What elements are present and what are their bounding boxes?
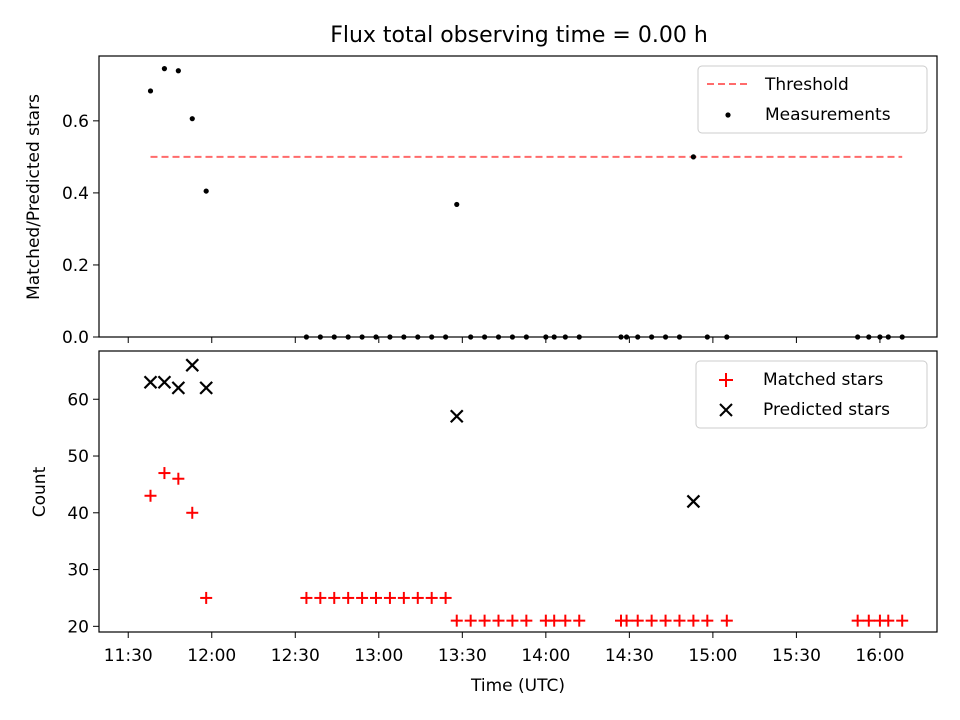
matched-stars-point <box>882 614 895 627</box>
matched-stars-point <box>506 614 519 627</box>
predicted-stars-point <box>157 375 172 390</box>
bottom-panel-marks <box>143 358 909 627</box>
matched-stars-point <box>342 591 355 604</box>
top-legend-box <box>697 65 928 134</box>
matched-stars-point <box>172 472 185 485</box>
matched-stars-point <box>645 614 658 627</box>
top-panel: 0.0 0.2 0.4 0.6 Matched/Predicted stars Thr… <box>24 55 938 348</box>
bottom-panel-axes: 20 30 40 50 60 11:30 12:00 12:30 13:00 13:30 14:00… <box>67 390 904 666</box>
threshold-legend-label: Threshold <box>764 75 849 95</box>
top-plot-frame <box>98 55 938 338</box>
y-tick-label: 60 <box>67 390 89 410</box>
matched-stars-point <box>687 614 700 627</box>
matched-stars-point <box>862 614 875 627</box>
matched-stars-point <box>186 506 199 519</box>
measurement-point <box>203 188 209 194</box>
matched-stars-point <box>411 591 424 604</box>
y-tick-label: 0.0 <box>62 328 89 348</box>
matched-stars-point <box>464 614 477 627</box>
bottom-legend: Matched stars Predicted stars <box>695 360 928 429</box>
bottom-y-axis-label: Count <box>30 466 50 517</box>
matched-stars-point <box>620 614 633 627</box>
measurement-point <box>175 68 181 74</box>
chart-title: Flux total observing time = 0.00 h <box>330 23 708 48</box>
matched-stars-point <box>144 489 157 502</box>
x-tick-label: 12:30 <box>271 646 320 666</box>
bottom-plot-frame <box>98 350 938 633</box>
top-y-axis-label: Matched/Predicted stars <box>24 94 44 300</box>
matched-stars-point <box>673 614 686 627</box>
matched-stars-point <box>573 614 586 627</box>
matched-stars-point <box>370 591 383 604</box>
measurements-legend-swatch <box>725 112 731 118</box>
predicted-stars-point <box>143 375 158 390</box>
matched-stars-legend-label: Matched stars <box>763 370 883 390</box>
x-tick-label: 14:30 <box>605 646 654 666</box>
y-tick-label: 40 <box>67 504 89 524</box>
matched-stars-point <box>328 591 341 604</box>
matched-stars-point <box>720 614 733 627</box>
matched-stars-point <box>314 591 327 604</box>
x-tick-label: 12:00 <box>187 646 236 666</box>
x-axis-label: Time (UTC) <box>470 676 565 696</box>
matched-stars-point <box>200 591 213 604</box>
predicted-stars-point <box>449 409 464 424</box>
x-tick-label: 13:30 <box>438 646 487 666</box>
measurements-legend-label: Measurements <box>765 105 891 125</box>
measurement-point <box>147 88 154 94</box>
matched-stars-point <box>548 614 561 627</box>
predicted-stars-legend-swatch <box>719 403 733 417</box>
matched-stars-point <box>631 614 644 627</box>
y-tick-label: 30 <box>67 561 89 581</box>
y-tick-label: 0.2 <box>62 256 89 276</box>
matched-stars-point <box>701 614 714 627</box>
top-panel-axes: 0.0 0.2 0.4 0.6 <box>62 112 881 348</box>
matched-stars-point <box>450 614 463 627</box>
matched-stars-point <box>356 591 369 604</box>
y-tick-label: 20 <box>67 617 89 637</box>
y-tick-label: 50 <box>67 447 89 467</box>
matched-stars-point <box>520 614 533 627</box>
predicted-stars-point <box>686 494 701 509</box>
top-legend: Threshold Measurements <box>697 65 928 134</box>
bottom-legend-box <box>695 360 928 429</box>
x-tick-label: 15:30 <box>772 646 821 666</box>
matched-stars-point <box>559 614 572 627</box>
bottom-panel: 20 30 40 50 60 11:30 12:00 12:30 13:00 13:30 14:00… <box>30 350 938 696</box>
matched-stars-point <box>492 614 505 627</box>
matched-stars-point <box>425 591 438 604</box>
measurement-point <box>454 201 460 208</box>
matched-stars-point <box>659 614 672 627</box>
x-tick-label: 15:00 <box>688 646 737 666</box>
predicted-stars-legend-label: Predicted stars <box>763 400 890 420</box>
matched-stars-legend-swatch <box>719 373 733 387</box>
matched-stars-point <box>383 591 396 604</box>
x-tick-label: 16:00 <box>855 646 904 666</box>
matched-stars-point <box>439 591 452 604</box>
matched-stars-point <box>478 614 491 627</box>
x-tick-label: 14:00 <box>521 646 570 666</box>
predicted-stars-point <box>185 358 200 372</box>
matched-stars-point <box>397 591 410 604</box>
matched-stars-point <box>851 614 864 627</box>
matched-stars-point <box>896 614 909 627</box>
y-tick-label: 0.6 <box>62 112 89 132</box>
measurement-point <box>690 154 696 160</box>
matched-stars-point <box>158 467 171 480</box>
matched-stars-point <box>300 591 313 604</box>
measurement-point <box>189 116 195 122</box>
predicted-stars-point <box>199 381 213 395</box>
x-tick-label: 13:00 <box>354 646 403 666</box>
y-tick-label: 0.4 <box>62 184 89 204</box>
predicted-stars-point <box>171 381 186 395</box>
x-tick-label: 11:30 <box>104 646 153 666</box>
measurement-point <box>161 66 168 72</box>
